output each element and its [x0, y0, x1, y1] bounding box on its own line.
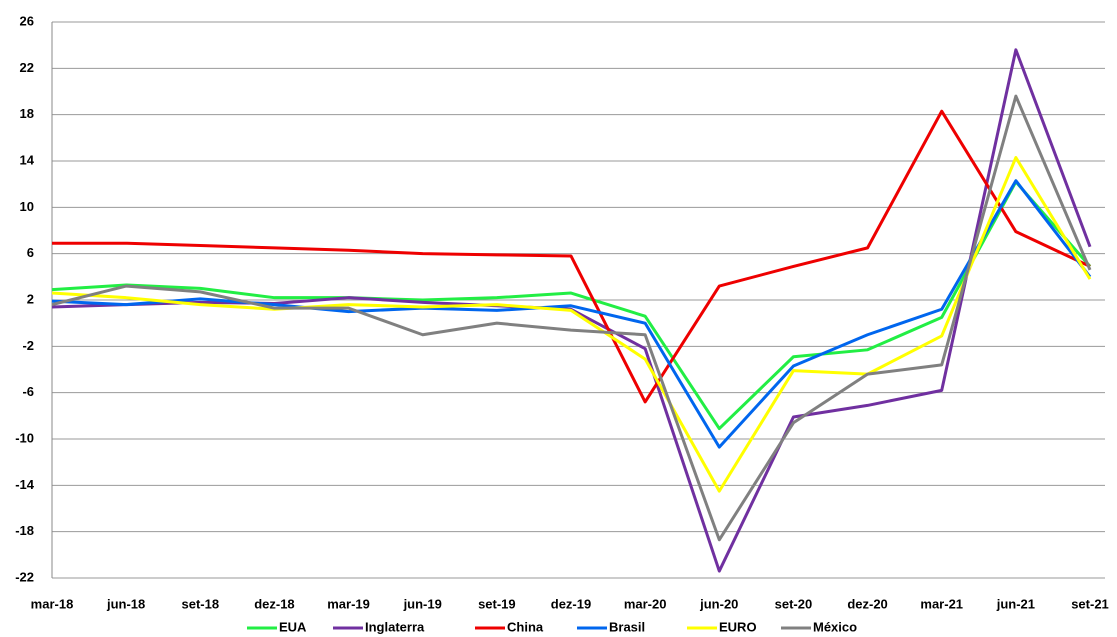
- y-tick-label: 14: [20, 152, 35, 167]
- y-tick-label: 2: [27, 291, 34, 306]
- y-tick-label: 6: [27, 245, 34, 260]
- y-tick-label: -6: [22, 384, 34, 399]
- legend-label: EURO: [719, 619, 757, 634]
- legend-label: Brasil: [609, 619, 645, 634]
- series-line: [51, 156, 1092, 493]
- x-tick-label: set-19: [478, 596, 516, 611]
- x-tick-label: mar-20: [624, 596, 667, 611]
- legend-label: Inglaterra: [365, 619, 425, 634]
- legend-label: EUA: [279, 619, 307, 634]
- x-tick-label: set-20: [775, 596, 813, 611]
- x-tick-label: jun-19: [403, 596, 442, 611]
- series-line: [51, 94, 1092, 542]
- x-tick-label: mar-19: [327, 596, 370, 611]
- x-tick-label: jun-20: [699, 596, 738, 611]
- y-tick-label: -2: [22, 338, 34, 353]
- x-tick-label: dez-18: [254, 596, 294, 611]
- x-tick-label: dez-19: [551, 596, 591, 611]
- x-tick-label: dez-20: [847, 596, 887, 611]
- y-tick-label: 10: [20, 199, 34, 214]
- series-line: [51, 180, 1092, 431]
- y-tick-label: 26: [20, 13, 34, 28]
- y-tick-label: -22: [15, 569, 34, 584]
- x-tick-label: jun-18: [106, 596, 145, 611]
- y-tick-label: -10: [15, 430, 34, 445]
- legend-label: México: [813, 619, 857, 634]
- y-tick-label: -14: [15, 477, 35, 492]
- y-tick-label: 22: [20, 60, 34, 75]
- x-tick-label: mar-21: [920, 596, 963, 611]
- series-line: [51, 179, 1092, 449]
- x-tick-label: set-18: [181, 596, 219, 611]
- y-tick-label: -18: [15, 523, 34, 538]
- legend-label: China: [507, 619, 544, 634]
- series-line: [52, 109, 1091, 404]
- x-tick-label: set-21: [1071, 596, 1109, 611]
- x-tick-label: jun-21: [996, 596, 1035, 611]
- y-tick-label: 18: [20, 106, 34, 121]
- x-tick-label: mar-18: [31, 596, 74, 611]
